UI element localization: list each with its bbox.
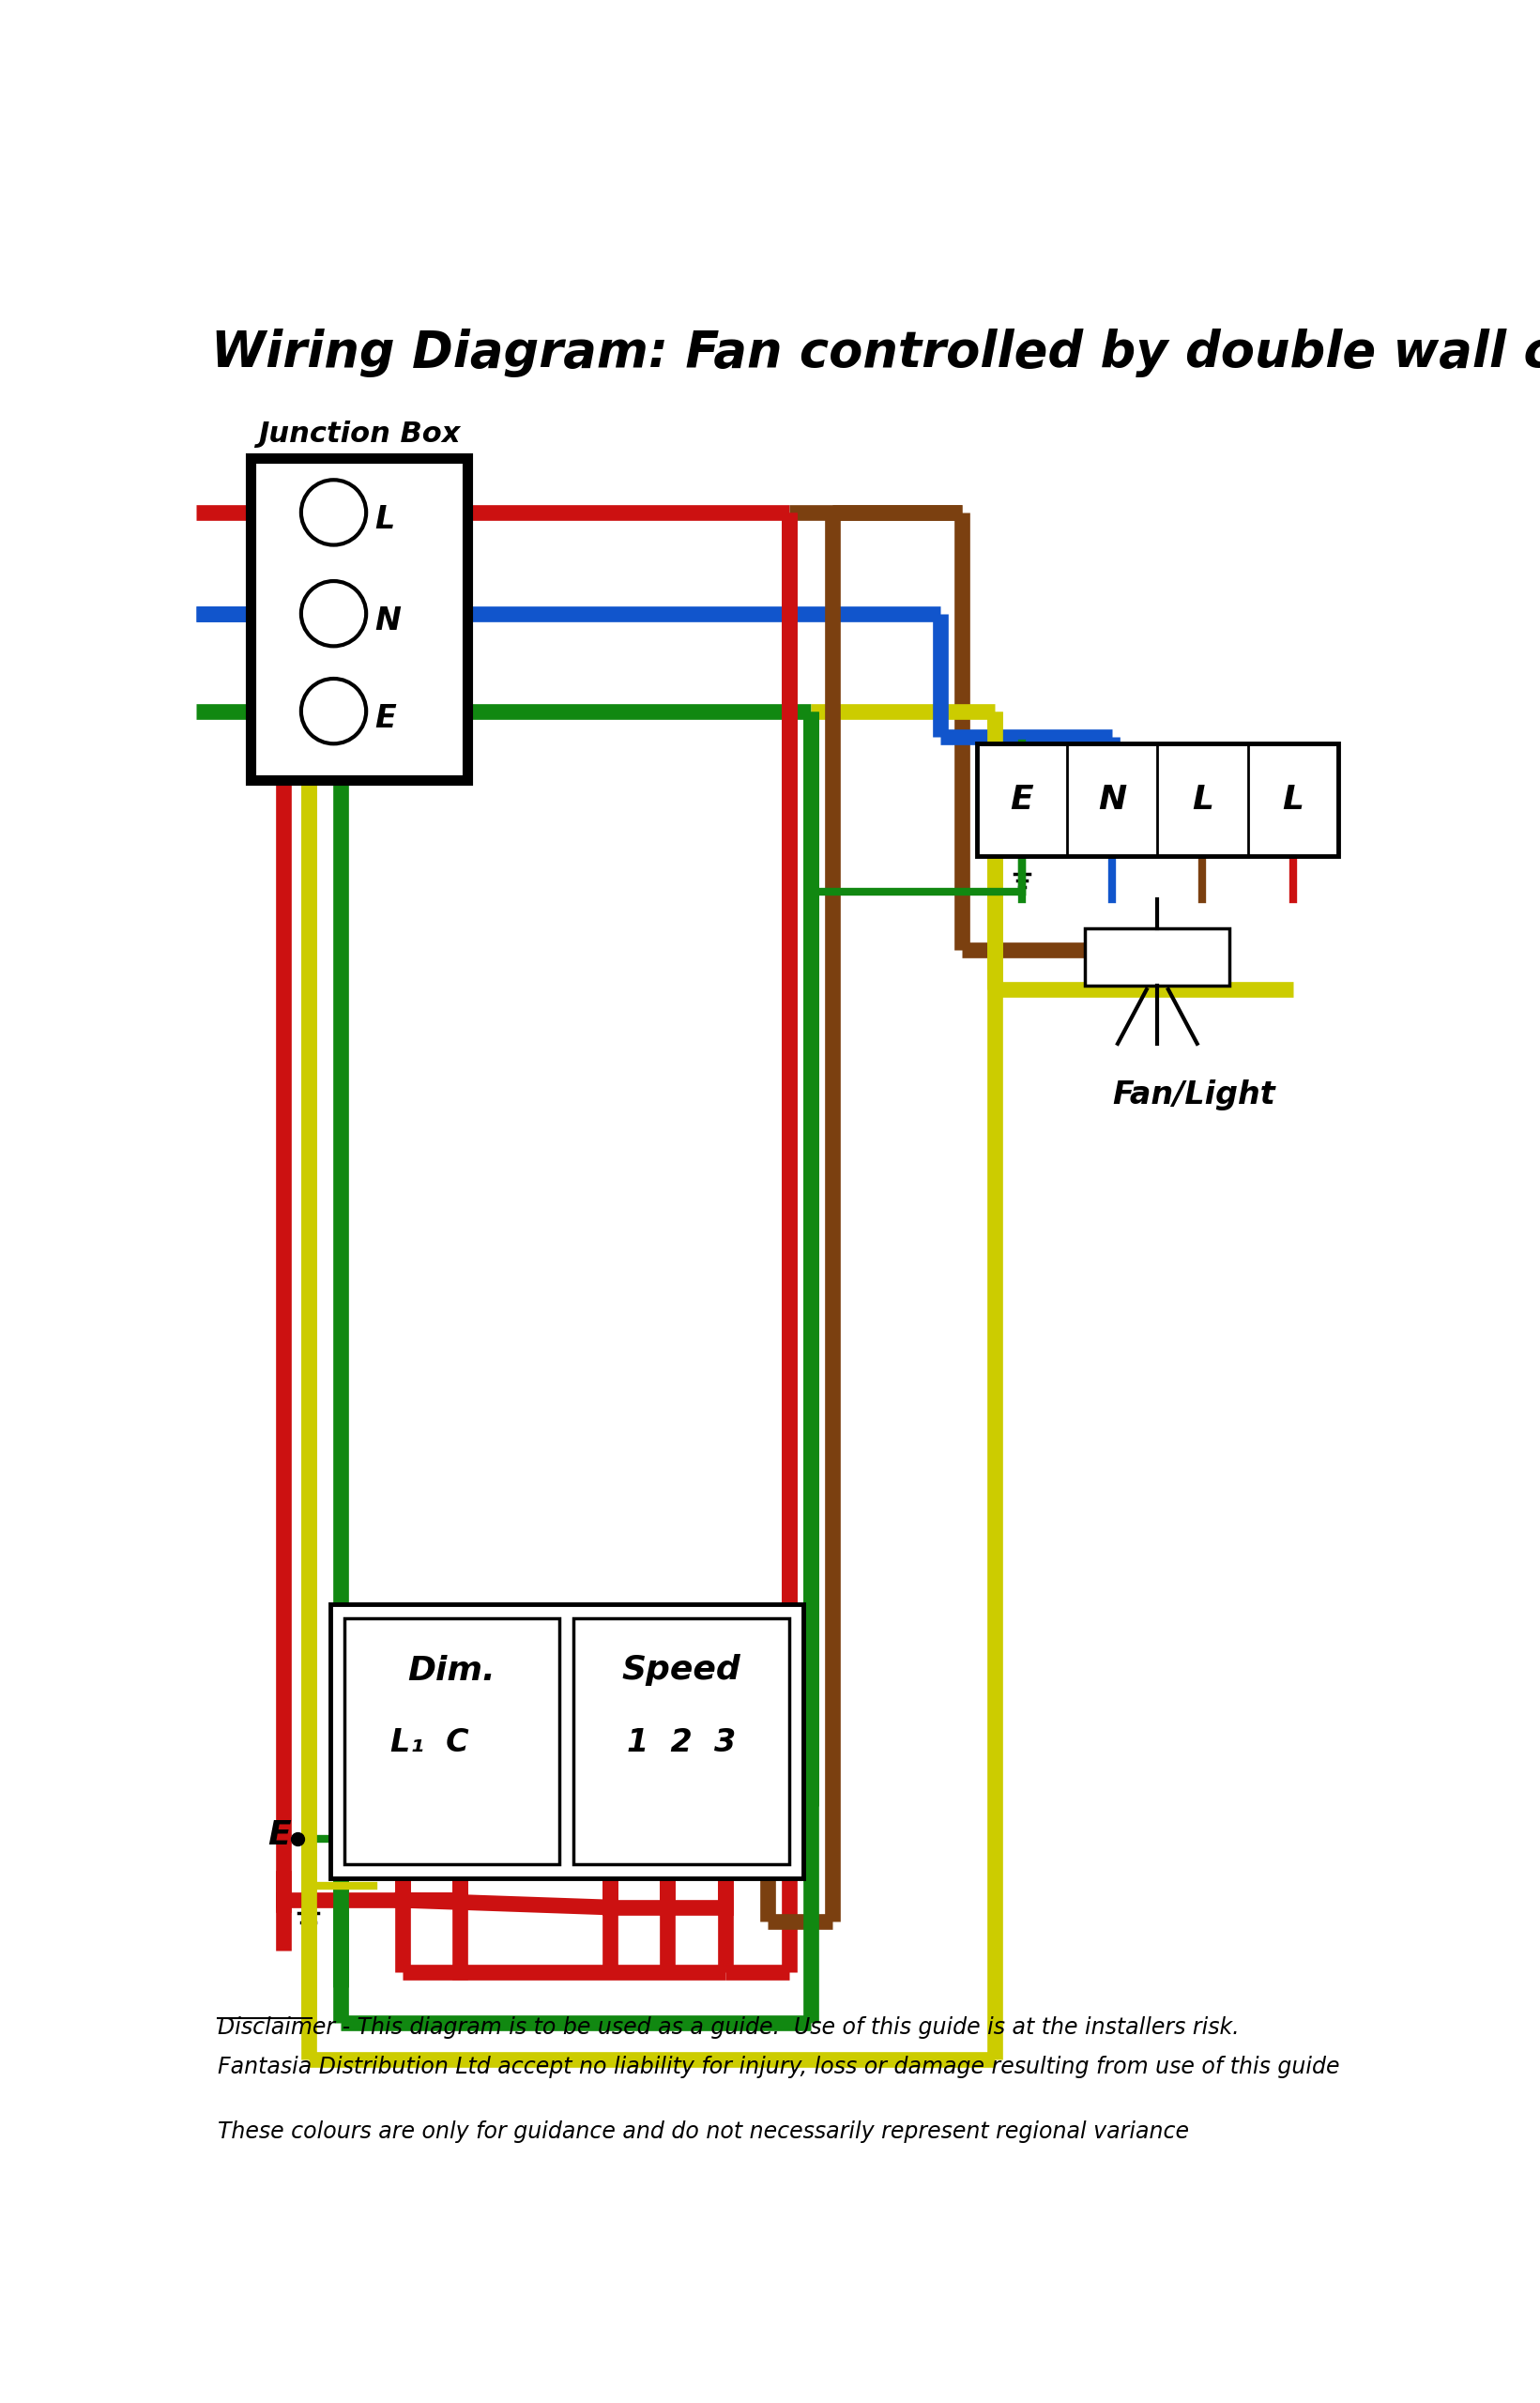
- Circle shape: [302, 678, 367, 743]
- Bar: [251, 459, 467, 781]
- Text: Disclaimer - This diagram is to be used as a guide.  Use of this guide is at the: Disclaimer - This diagram is to be used …: [219, 2016, 1240, 2038]
- Text: These colours are only for guidance and do not necessarily represent regional va: These colours are only for guidance and …: [219, 2119, 1189, 2143]
- Text: Speed: Speed: [622, 1653, 741, 1687]
- Bar: [345, 1617, 559, 1865]
- Text: Fan/Light: Fan/Light: [1112, 1079, 1275, 1110]
- Text: Fantasia Distribution Ltd accept no liability for injury, loss or damage resulti: Fantasia Distribution Ltd accept no liab…: [219, 2055, 1340, 2079]
- Bar: [330, 1603, 804, 1879]
- Text: N: N: [374, 606, 400, 637]
- Text: Dim.: Dim.: [408, 1653, 496, 1687]
- Circle shape: [302, 582, 367, 646]
- Text: L: L: [374, 505, 394, 536]
- Text: E: E: [374, 704, 396, 733]
- Text: Junction Box: Junction Box: [257, 421, 460, 447]
- Text: L: L: [1192, 783, 1214, 815]
- Text: Wiring Diagram: Fan controlled by double wall control: Wiring Diagram: Fan controlled by double…: [211, 329, 1540, 377]
- Bar: [976, 743, 1338, 855]
- Text: N: N: [1098, 783, 1126, 815]
- Text: E: E: [1010, 783, 1033, 815]
- Text: 1  2  3: 1 2 3: [627, 1728, 736, 1757]
- Circle shape: [302, 481, 367, 545]
- Text: L₁  C: L₁ C: [391, 1728, 470, 1757]
- Bar: [1086, 928, 1229, 985]
- Bar: [573, 1617, 788, 1865]
- Text: E: E: [268, 1819, 291, 1850]
- Text: L: L: [1283, 783, 1304, 815]
